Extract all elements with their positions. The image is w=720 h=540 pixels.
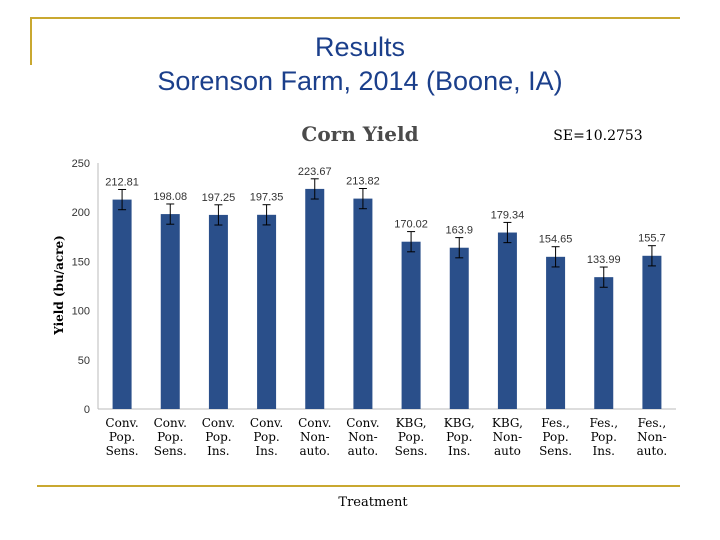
y-tick-label: 200	[72, 207, 90, 219]
x-tick-label: Conv. Pop. Sens.	[105, 416, 139, 458]
frame-bottom-rule	[37, 485, 680, 487]
x-tick-label: KBG, Non- auto	[491, 416, 523, 458]
data-label: 154.65	[539, 234, 573, 246]
frame-top-rule	[30, 17, 680, 19]
se-annotation: SE=10.2753	[553, 128, 642, 144]
data-label: 163.9	[445, 225, 473, 237]
bar	[112, 199, 132, 409]
bar	[257, 214, 277, 409]
x-tick-label: Conv. Non- auto.	[346, 416, 380, 458]
error-bar	[407, 231, 416, 253]
bar	[449, 247, 469, 409]
y-axis-label: Yield (bu/acre)	[52, 235, 66, 336]
data-label: 212.81	[105, 176, 139, 188]
bar	[401, 241, 421, 409]
frame-left-rule	[30, 17, 32, 65]
bar	[594, 277, 614, 409]
x-tick-label: Fes., Pop. Sens.	[539, 416, 573, 458]
y-tick-label: 50	[78, 355, 90, 367]
error-bar	[551, 246, 560, 268]
data-label: 213.82	[346, 175, 380, 187]
bars: 212.81 198.08 197.25 197.35 223.67 213.82 170.…	[105, 166, 666, 409]
data-label: 223.67	[298, 166, 332, 178]
error-bar	[310, 178, 319, 200]
y-tick-label: 0	[84, 404, 90, 416]
data-label: 170.02	[394, 219, 428, 231]
error-bar	[358, 187, 367, 210]
data-label: 133.99	[587, 254, 621, 266]
y-tick-label: 150	[72, 256, 90, 268]
bar	[208, 214, 228, 409]
data-label: 197.35	[250, 192, 284, 204]
x-tick-label: KBG, Pop. Ins.	[443, 416, 475, 458]
x-tick-label: Conv. Pop. Ins.	[249, 416, 284, 458]
error-bar	[503, 221, 512, 244]
bar	[642, 255, 662, 409]
data-label: 197.25	[202, 192, 236, 204]
bar	[305, 188, 325, 409]
x-tick-label: Fes., Non- auto.	[636, 416, 668, 458]
error-bar	[214, 204, 223, 226]
bar	[353, 198, 373, 409]
x-tick-label: Conv. Pop. Ins.	[201, 416, 236, 458]
slide-title: Results Sorenson Farm, 2014 (Boone, IA)	[0, 30, 720, 98]
error-bar	[599, 266, 608, 288]
error-bar	[647, 245, 656, 267]
data-label: 155.7	[638, 233, 666, 245]
bar	[546, 256, 566, 409]
error-bar	[455, 237, 464, 259]
slide-title-line-1: Results	[314, 32, 406, 62]
error-bar	[118, 188, 127, 211]
error-bar	[166, 203, 175, 225]
y-tick-label: 250	[72, 158, 90, 170]
error-bar	[262, 204, 271, 226]
data-label: 179.34	[491, 209, 525, 221]
y-tick-label: 100	[72, 306, 90, 318]
x-tick-label: Conv. Pop. Sens.	[153, 416, 187, 458]
bar	[497, 232, 517, 409]
bar	[160, 214, 180, 409]
x-tick-label: Conv. Non- auto.	[298, 416, 332, 458]
y-ticks: 0 50 100 150 200 250	[72, 158, 90, 416]
slide-title-line-2: Sorenson Farm, 2014 (Boone, IA)	[157, 66, 563, 96]
x-axis-title: Treatment	[338, 495, 408, 510]
x-tick-label: KBG, Pop. Sens.	[394, 416, 428, 458]
data-label: 198.08	[153, 191, 187, 203]
chart-title: Corn Yield	[301, 122, 418, 146]
x-tick-label: Fes., Pop. Ins.	[589, 416, 619, 458]
